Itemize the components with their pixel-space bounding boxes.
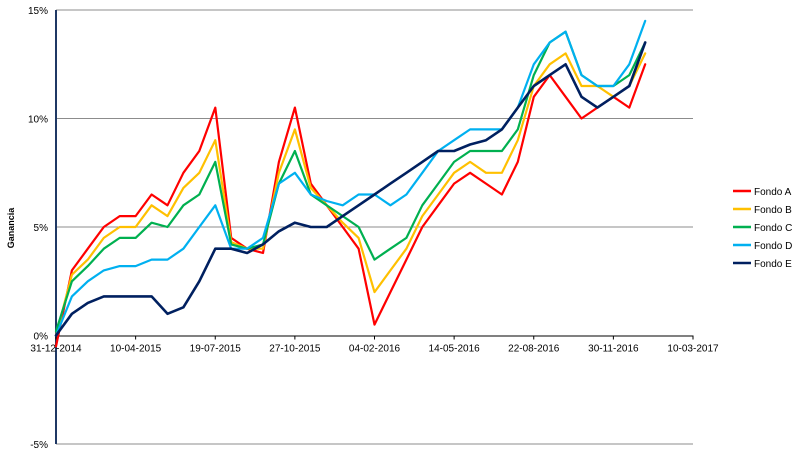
legend-label: Fondo D [754, 241, 792, 252]
y-tick-label: 15% [28, 6, 48, 17]
y-tick-label: 10% [28, 115, 48, 126]
x-tick-label: 10-03-2017 [667, 344, 719, 355]
y-tick-label: -5% [30, 440, 48, 451]
series-line-fondo-a [54, 63, 647, 348]
y-axis-label: Ganancia [6, 207, 16, 249]
x-tick-label: 27-10-2015 [269, 344, 321, 355]
y-tick-label: 0% [34, 332, 49, 343]
legend: Fondo A Fondo B Fondo C Fondo D Fondo E [733, 187, 792, 270]
x-tick-label: 30-11-2016 [588, 344, 639, 355]
series-line-fondo-b [54, 52, 647, 337]
x-tick-labels: 31-12-2014 10-04-2015 19-07-2015 27-10-2015… [30, 335, 719, 355]
grid-layer [56, 9, 693, 445]
y-tick-labels: -5% 0% 5% 10% 15% [28, 6, 48, 451]
legend-label: Fondo C [754, 223, 792, 234]
series-line-fondo-d [54, 19, 647, 337]
series-line-fondo-e [54, 41, 647, 337]
x-tick-label: 19-07-2015 [190, 344, 242, 355]
x-tick-label: 14-05-2016 [429, 344, 481, 355]
y-tick-label: 5% [34, 223, 49, 234]
legend-label: Fondo A [754, 187, 792, 198]
series-layer [54, 19, 647, 348]
x-tick-label: 31-12-2014 [30, 344, 82, 355]
x-tick-label: 22-08-2016 [508, 344, 560, 355]
legend-label: Fondo E [754, 259, 792, 270]
x-tick-label: 04-02-2016 [349, 344, 401, 355]
x-tick-label: 10-04-2015 [110, 344, 162, 355]
legend-label: Fondo B [754, 205, 792, 216]
series-line-fondo-c [54, 30, 647, 333]
